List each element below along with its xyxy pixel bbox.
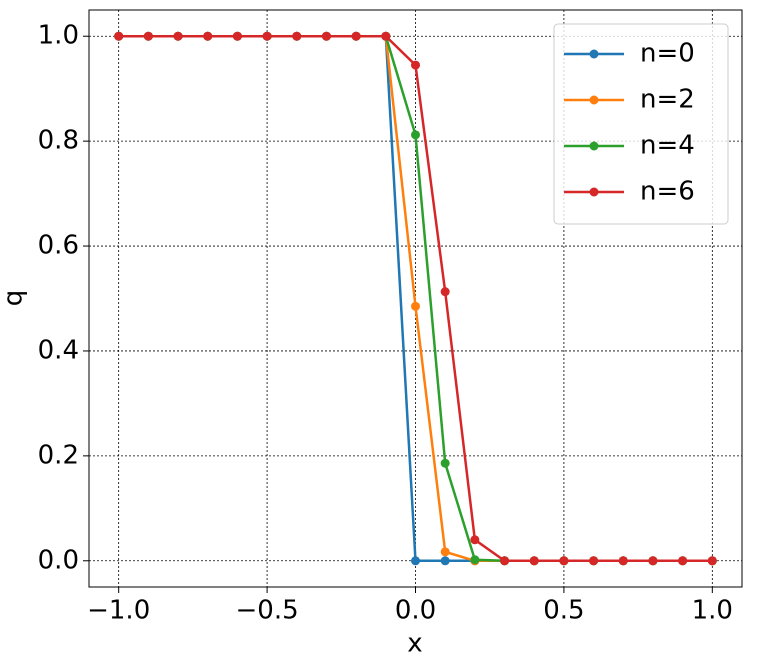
point: [618, 556, 628, 566]
legend-marker: [589, 95, 599, 105]
point: [411, 130, 420, 140]
legend-box: [553, 23, 729, 225]
point: [648, 556, 658, 566]
x-tick-label: 1.0: [692, 596, 733, 626]
point: [203, 31, 213, 41]
point: [500, 556, 510, 566]
point: [529, 556, 539, 566]
y-tick-label: 0.6: [38, 231, 79, 261]
y-tick-label: 0.8: [38, 126, 79, 156]
point: [440, 458, 450, 468]
point: [232, 31, 242, 41]
point: [114, 31, 124, 41]
point: [381, 31, 391, 41]
point: [411, 301, 420, 311]
point: [559, 556, 569, 566]
point: [440, 556, 450, 566]
legend-label: n=4: [640, 131, 695, 161]
plot-frame: [88, 9, 743, 588]
point: [440, 287, 450, 297]
point: [143, 31, 153, 41]
point: [678, 556, 688, 566]
y-tick-label: 1.0: [38, 21, 79, 51]
y-tick-label: 0.2: [38, 440, 79, 470]
legend-marker: [589, 187, 599, 197]
point: [173, 31, 183, 41]
point: [292, 31, 302, 41]
y-axis-label: q: [0, 290, 29, 307]
x-tick-label: 0.5: [543, 596, 584, 626]
point: [351, 31, 361, 41]
point: [262, 31, 272, 41]
point: [470, 555, 480, 565]
point: [411, 556, 420, 566]
point: [440, 547, 450, 557]
point: [321, 31, 331, 41]
legend: n=0 n=2 n=4 n=6: [553, 23, 729, 225]
y-tick-label: 0.4: [38, 335, 79, 365]
point: [589, 556, 599, 566]
y-tick-label: 0.0: [38, 545, 79, 575]
legend-label: n=0: [640, 39, 695, 69]
point: [707, 556, 717, 566]
x-tick-label: −1.0: [87, 596, 150, 626]
legend-marker: [589, 141, 599, 151]
x-tick-label: 0.0: [395, 596, 436, 626]
x-tick-label: −0.5: [236, 596, 299, 626]
legend-label: n=2: [640, 85, 695, 115]
x-axis-label: x: [407, 629, 422, 657]
point: [411, 60, 420, 70]
point: [470, 535, 480, 545]
legend-marker: [589, 49, 599, 59]
legend-label: n=6: [640, 177, 695, 207]
